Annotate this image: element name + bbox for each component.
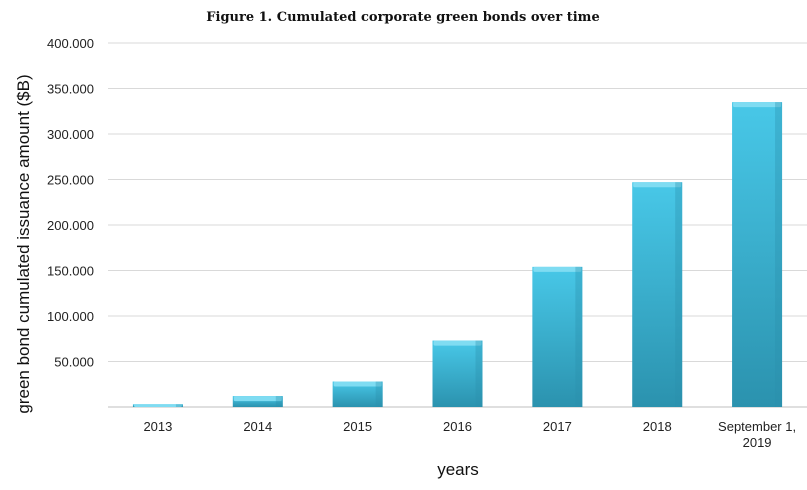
bar-shade	[775, 102, 783, 408]
y-tick-label: 350.000	[47, 82, 94, 97]
x-tick-label: 2018	[643, 419, 672, 434]
y-axis-label: green bond cumulated issuance amount ($B…	[14, 74, 33, 413]
x-tick-label: 2013	[143, 419, 172, 434]
x-tick-label: 2015	[343, 419, 372, 434]
x-axis-label: years	[437, 460, 479, 479]
x-tick-label: 2017	[543, 419, 572, 434]
y-tick-label: 150.000	[47, 264, 94, 279]
bar-top-highlight	[733, 102, 782, 108]
bar	[532, 266, 583, 407]
bar-shade	[675, 182, 683, 407]
y-tick-label: 50.000	[54, 355, 94, 370]
y-tick-label: 400.000	[47, 36, 94, 51]
y-tick-label: 250.000	[47, 173, 94, 188]
bar-top-highlight	[333, 381, 382, 387]
bar	[432, 340, 483, 407]
y-tick-label: 100.000	[47, 309, 94, 324]
y-axis-ticks: 50.000 100.000 150.000 200.000 250.000 300.00…	[47, 36, 94, 370]
bar-top-highlight	[433, 340, 482, 346]
bar	[732, 102, 783, 408]
bar-shade	[375, 381, 383, 407]
bar-shade	[475, 340, 483, 407]
bar-shade	[575, 266, 583, 407]
bar-top-highlight	[133, 404, 182, 407]
x-tick-label: September 1, 2019	[718, 419, 796, 450]
y-tick-label: 200.000	[47, 218, 94, 233]
y-tick-label: 300.000	[47, 127, 94, 142]
bar-shade	[175, 404, 183, 407]
bar	[632, 182, 683, 407]
chart-title: Figure 1. Cumulated corporate green bond…	[206, 10, 599, 25]
x-tick-label: 2014	[243, 419, 272, 434]
x-tick-label: 2016	[443, 419, 472, 434]
bar-shade	[275, 396, 283, 407]
bar	[232, 396, 283, 407]
bar-top-highlight	[633, 182, 682, 188]
bar-top-highlight	[533, 266, 582, 272]
x-axis-ticks: 2013 2014 2015 2016 2017 2018 September 1, 2019	[143, 419, 796, 450]
bars	[132, 102, 783, 408]
bar-top-highlight	[233, 396, 282, 402]
